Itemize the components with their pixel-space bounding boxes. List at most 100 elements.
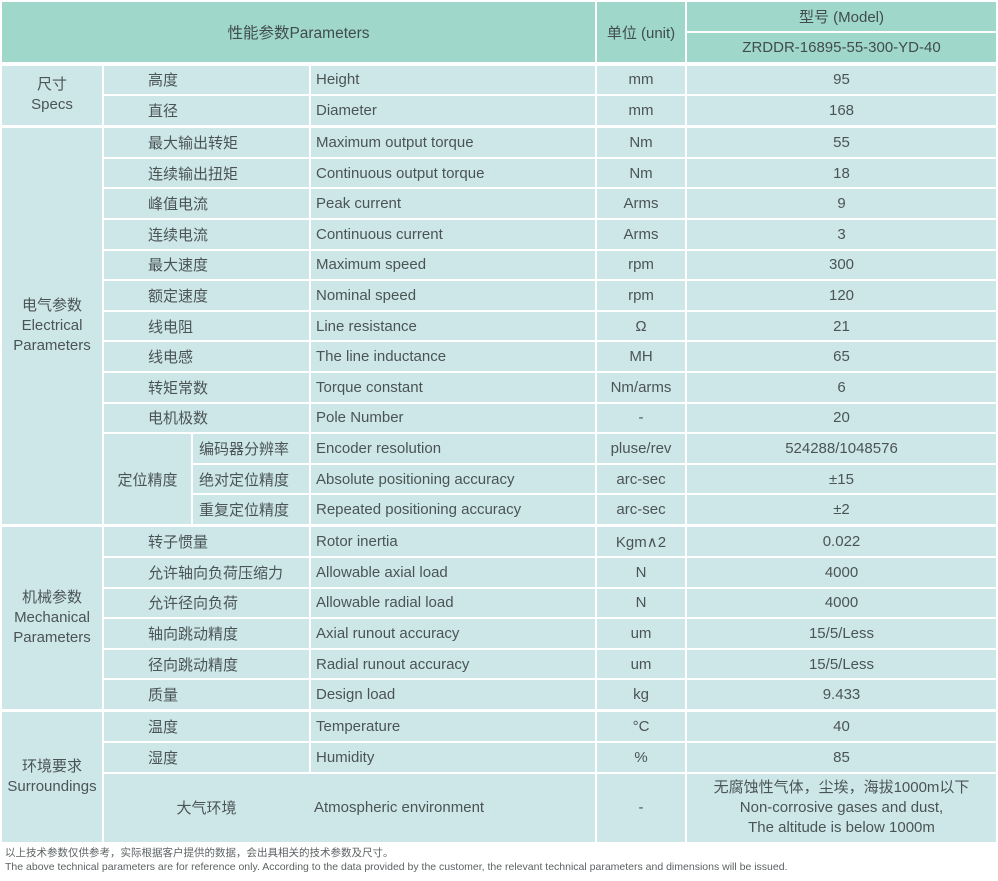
param-en-label: Allowable radial load [311, 588, 595, 618]
param-cn-label: 高度 [104, 65, 309, 95]
footnote-english: The above technical parameters are for r… [5, 860, 788, 873]
param-merged-label: 大气环境 Atmospheric environment [104, 773, 595, 842]
param-en-label: Allowable axial load [311, 558, 595, 587]
section-mechanical: 机械参数 Mechanical Parameters 转子惯量 Rotor inert… [2, 527, 996, 709]
table-row: 绝对定位精度 Absolute positioning accuracy arc-s… [193, 464, 996, 494]
section-group-label: 尺寸 Specs [2, 65, 102, 125]
value-cell: 85 [687, 743, 996, 772]
atmospheric-environment-row: 大气环境 Atmospheric environment - 无腐蚀性气体，尘埃，海拔… [104, 773, 996, 842]
unit-header: 单位 (unit) [597, 2, 685, 62]
value-line: 无腐蚀性气体，尘埃，海拔1000m以下 [713, 778, 970, 796]
param-en-label: Maximum speed [311, 250, 595, 280]
section-rows: 最大输出转矩 Maximum output torque Nm 55 连续输出扭矩 Con… [104, 128, 996, 524]
value-cell: 6 [687, 372, 996, 402]
value-cell: ±15 [687, 464, 996, 494]
unit-cell: pluse/rev [597, 434, 685, 463]
value-cell: 65 [687, 342, 996, 371]
section-surroundings: 环境要求 Surroundings 温度 Temperature °C 40 湿度 Humid… [2, 712, 996, 842]
value-cell: 95 [687, 65, 996, 95]
section-rows: 高度 Height mm 95 直径 Diameter mm 168 [104, 65, 996, 125]
param-cn-label: 连续电流 [104, 219, 309, 249]
table-row: 直径 Diameter mm 168 [104, 96, 996, 125]
param-cn-label: 允许径向负荷 [104, 588, 309, 618]
section-rows: 转子惯量 Rotor inertia Kgm∧2 0.022 允许轴向负荷压缩力 Allo… [104, 527, 996, 709]
value-cell: 20 [687, 403, 996, 433]
param-cn-label: 大气环境 [176, 800, 237, 818]
param-en-label: Design load [311, 680, 595, 709]
param-en-label: Encoder resolution [311, 434, 595, 463]
table-row: 最大输出转矩 Maximum output torque Nm 55 [104, 128, 996, 157]
group-label-cn: 电气参数 [21, 296, 82, 314]
value-cell: 120 [687, 281, 996, 310]
param-en-label: Radial runout accuracy [311, 649, 595, 679]
param-en-label: Continuous output torque [311, 158, 595, 188]
param-cn-label: 绝对定位精度 [193, 464, 309, 494]
param-en-label: Torque constant [311, 372, 595, 402]
value-cell: 9.433 [687, 680, 996, 709]
unit-cell: mm [597, 65, 685, 95]
param-cn-label: 径向跳动精度 [104, 649, 309, 679]
param-en-label: Maximum output torque [311, 128, 595, 157]
unit-cell: Arms [597, 219, 685, 249]
param-en-label: Temperature [311, 712, 595, 742]
value-cell: ±2 [687, 495, 996, 524]
section-group-label: 电气参数 Electrical Parameters [2, 128, 102, 524]
param-cn-label: 允许轴向负荷压缩力 [104, 558, 309, 587]
unit-cell: um [597, 619, 685, 648]
positioning-accuracy-block: 定位精度 编码器分辨率 Encoder resolution pluse/rev 524… [104, 434, 996, 524]
table-row: 最大速度 Maximum speed rpm 300 [104, 250, 996, 280]
table-row: 允许轴向负荷压缩力 Allowable axial load N 4000 [104, 558, 996, 587]
param-cn-label: 峰值电流 [104, 189, 309, 218]
section-electrical: 电气参数 Electrical Parameters 最大输出转矩 Maximum o… [2, 128, 996, 524]
param-cn-label: 湿度 [104, 743, 309, 772]
param-en-label: The line inductance [311, 342, 595, 371]
param-cn-label: 温度 [104, 712, 309, 742]
param-en-label: Repeated positioning accuracy [311, 495, 595, 524]
unit-cell: Kgm∧2 [597, 527, 685, 556]
param-cn-label: 轴向跳动精度 [104, 619, 309, 648]
group-label-cn: 尺寸 [36, 75, 67, 93]
unit-cell: Arms [597, 189, 685, 218]
param-cn-label: 重复定位精度 [193, 495, 309, 524]
unit-cell: °C [597, 712, 685, 742]
param-cn-label: 转子惯量 [104, 527, 309, 556]
unit-cell: Ω [597, 311, 685, 341]
table-row: 轴向跳动精度 Axial runout accuracy um 15/5/Less [104, 619, 996, 648]
value-cell: 4000 [687, 558, 996, 587]
value-cell: 40 [687, 712, 996, 742]
unit-cell: mm [597, 96, 685, 125]
table-row: 温度 Temperature °C 40 [104, 712, 996, 742]
param-cn-label: 额定速度 [104, 281, 309, 310]
unit-cell: um [597, 649, 685, 679]
group-label-en: Specs [31, 96, 73, 114]
param-en-label: Diameter [311, 96, 595, 125]
model-header-label: 型号 (Model) [687, 2, 996, 31]
value-cell: 无腐蚀性气体，尘埃，海拔1000m以下 Non-corrosive gases a… [687, 773, 996, 842]
unit-cell: rpm [597, 281, 685, 310]
group-label-cn: 机械参数 [21, 588, 82, 606]
value-cell: 15/5/Less [687, 619, 996, 648]
unit-cell: - [597, 773, 685, 842]
param-cn-label: 线电感 [104, 342, 309, 371]
value-cell: 168 [687, 96, 996, 125]
unit-cell: Nm/arms [597, 372, 685, 402]
value-cell: 55 [687, 128, 996, 157]
table-row: 重复定位精度 Repeated positioning accuracy arc-s… [193, 495, 996, 524]
unit-cell: kg [597, 680, 685, 709]
value-cell: 18 [687, 158, 996, 188]
group-label-en: Mechanical Parameters [13, 609, 91, 647]
section-group-label: 机械参数 Mechanical Parameters [2, 527, 102, 709]
value-line: The altitude is below 1000m [748, 818, 935, 836]
table-body: 尺寸 Specs 高度 Height mm 95 直径 Diameter mm 168 电气参数 El… [2, 65, 996, 842]
model-header-column: 型号 (Model) ZRDDR-16895-55-300-YD-40 [687, 2, 996, 62]
positioning-accuracy-rows: 编码器分辨率 Encoder resolution pluse/rev 524288/… [193, 434, 996, 524]
param-en-label: Line resistance [311, 311, 595, 341]
unit-cell: rpm [597, 250, 685, 280]
value-cell: 300 [687, 250, 996, 280]
table-row: 湿度 Humidity% 85 [104, 743, 996, 772]
value-line: Non-corrosive gases and dust, [739, 798, 944, 816]
param-cn-label: 最大速度 [104, 250, 309, 280]
param-en-label: Height [311, 65, 595, 95]
table-row: 线电阻 Line resistance Ω 21 [104, 311, 996, 341]
